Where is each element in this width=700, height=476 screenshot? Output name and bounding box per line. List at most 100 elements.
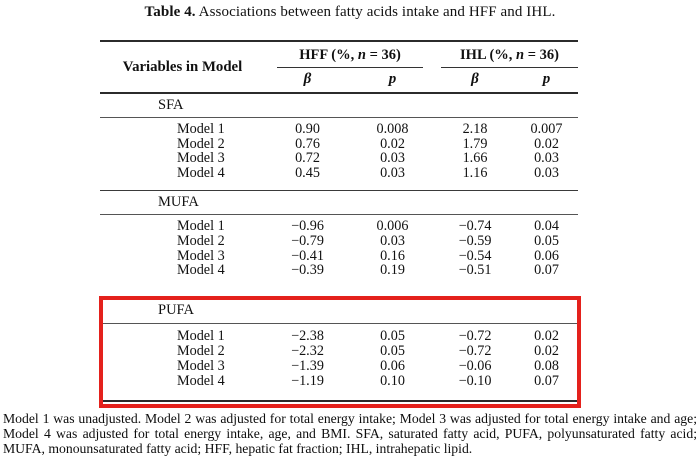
model-label: Model 4 xyxy=(177,164,225,181)
hff-p-value: 0.19 xyxy=(380,262,405,279)
table-body: SFA Model 1 0.90 0.008 2.18 0.007 Model 2 0.76 0… xyxy=(100,94,578,400)
ihl-p-value: 0.03 xyxy=(534,150,559,167)
section-label: SFA xyxy=(158,97,184,113)
table-section-pufa: PUFA Model 1 −2.38 0.05 −0.72 0.02 Model 2 −2.3… xyxy=(100,299,578,401)
ihl-group-suffix: = 36) xyxy=(524,47,559,63)
ihl-p-value: 0.02 xyxy=(534,135,559,152)
table-row: Model 2 0.76 0.02 1.79 0.02 xyxy=(100,135,578,152)
table-row: Model 1 0.90 0.008 2.18 0.007 xyxy=(100,122,578,137)
ihl-p-value: 0.08 xyxy=(534,357,559,374)
ihl-group-n: n xyxy=(516,47,525,63)
model-label: Model 1 xyxy=(177,218,225,235)
ihl-beta-value: −0.06 xyxy=(458,357,492,374)
ihl-beta-value: −0.51 xyxy=(458,262,492,279)
section-label-row: MUFA xyxy=(100,191,578,214)
table-caption: Table 4. Associations between fatty acid… xyxy=(0,4,700,21)
ihl-p-value: 0.03 xyxy=(534,164,559,181)
column-header-hff-beta: β xyxy=(303,71,312,87)
model-label: Model 3 xyxy=(177,247,225,264)
table-row: Model 3 −0.41 0.16 −0.54 0.06 xyxy=(100,247,578,264)
section-rows: Model 1 −2.38 0.05 −0.72 0.02 Model 2 −2.32 0.0… xyxy=(100,324,578,401)
model-label: Model 4 xyxy=(177,372,225,389)
ihl-group-prefix: IHL (%, xyxy=(460,47,517,63)
model-label: Model 3 xyxy=(177,150,225,167)
table-section-mufa: MUFA Model 1 −0.96 0.006 −0.74 0.04 Model 2 −0.… xyxy=(100,191,578,295)
ihl-beta-value: −0.74 xyxy=(458,218,492,235)
section-label-rule xyxy=(100,322,578,324)
ihl-beta-value: −0.59 xyxy=(458,232,492,249)
hff-beta-value: −0.79 xyxy=(291,232,324,249)
ihl-p-value: 0.02 xyxy=(534,328,559,345)
ihl-beta-value: 1.16 xyxy=(462,164,488,181)
ihl-beta-value: −0.10 xyxy=(458,372,492,389)
section-label-row: SFA xyxy=(100,94,578,117)
column-group-ihl: IHL (%, n = 36) xyxy=(441,42,578,68)
hff-group-n: n xyxy=(357,47,366,63)
hff-p-value: 0.10 xyxy=(380,372,405,389)
ihl-p-value: 0.05 xyxy=(534,232,559,249)
section-divider-rule xyxy=(100,190,578,192)
section-label: PUFA xyxy=(158,302,194,319)
hff-beta-value: 0.76 xyxy=(295,135,320,152)
table-row: Model 2 −2.32 0.05 −0.72 0.02 xyxy=(100,344,578,359)
ihl-beta-value: 2.18 xyxy=(462,121,488,137)
table-row: Model 1 −2.38 0.05 −0.72 0.02 xyxy=(100,329,578,344)
section-divider-rule xyxy=(100,295,578,297)
section-label: MUFA xyxy=(158,194,199,211)
hff-beta-value: −0.41 xyxy=(291,247,324,264)
ihl-beta-value: −0.54 xyxy=(458,247,492,264)
table-row: Model 3 −1.39 0.06 −0.06 0.08 xyxy=(100,359,578,374)
hff-beta-value: −2.38 xyxy=(291,328,324,345)
column-header-variables: Variables in Model xyxy=(122,58,243,75)
model-label: Model 3 xyxy=(177,357,225,374)
table-bottom-rule xyxy=(100,400,578,403)
hff-p-value: 0.05 xyxy=(380,343,405,360)
hff-p-value: 0.03 xyxy=(380,232,405,249)
hff-beta-value: 0.72 xyxy=(295,150,320,167)
table-row: Model 1 −0.96 0.006 −0.74 0.04 xyxy=(100,219,578,234)
hff-beta-value: −0.39 xyxy=(291,262,324,279)
hff-group-suffix: = 36) xyxy=(365,47,401,63)
hff-p-value: 0.03 xyxy=(380,150,405,167)
ihl-beta-value: 1.79 xyxy=(462,135,488,152)
table-section-sfa: SFA Model 1 0.90 0.008 2.18 0.007 Model 2 0.76 0… xyxy=(100,94,578,190)
model-label: Model 1 xyxy=(177,328,225,345)
hff-p-value: 0.006 xyxy=(376,218,409,235)
hff-p-value: 0.16 xyxy=(380,247,405,264)
table-row: Model 4 −0.39 0.19 −0.51 0.07 xyxy=(100,263,578,278)
ihl-p-value: 0.007 xyxy=(530,121,563,137)
table-caption-text: Associations between fatty acids intake … xyxy=(195,4,556,20)
ihl-p-value: 0.04 xyxy=(534,218,559,235)
ihl-p-value: 0.02 xyxy=(534,343,559,360)
ihl-beta-value: −0.72 xyxy=(458,343,492,360)
section-label-rule xyxy=(100,117,578,118)
column-group-hff: HFF (%, n = 36) xyxy=(277,42,423,68)
hff-p-value: 0.05 xyxy=(380,328,405,345)
table-row: Model 2 −0.79 0.03 −0.59 0.05 xyxy=(100,234,578,249)
section-label-rule xyxy=(100,214,578,216)
hff-p-value: 0.03 xyxy=(380,164,405,181)
model-label: Model 2 xyxy=(177,232,225,249)
table-header: Variables in Model HFF (%, n = 36) IHL (… xyxy=(100,42,578,92)
hff-beta-value: 0.90 xyxy=(295,121,320,137)
hff-beta-value: −0.96 xyxy=(291,218,324,235)
hff-beta-value: −1.39 xyxy=(291,357,324,374)
ihl-beta-value: −0.72 xyxy=(458,328,492,345)
hff-p-value: 0.008 xyxy=(376,121,409,137)
table-row: Model 3 0.72 0.03 1.66 0.03 xyxy=(100,151,578,166)
model-label: Model 1 xyxy=(177,121,225,137)
table-row: Model 4 0.45 0.03 1.16 0.03 xyxy=(100,166,578,181)
column-header-ihl-beta: β xyxy=(471,71,479,87)
ihl-p-value: 0.06 xyxy=(534,247,559,264)
hff-p-value: 0.02 xyxy=(380,135,405,152)
hff-group-prefix: HFF (%, xyxy=(299,47,358,63)
ihl-p-value: 0.07 xyxy=(534,262,559,279)
section-rows: Model 1 0.90 0.008 2.18 0.007 Model 2 0.76 0.02… xyxy=(100,118,578,190)
ihl-beta-value: 1.66 xyxy=(462,150,488,167)
table-header-rule xyxy=(100,92,578,94)
hff-beta-value: −1.19 xyxy=(291,372,324,389)
column-header-hff-p: p xyxy=(388,71,397,87)
ihl-p-value: 0.07 xyxy=(534,372,559,389)
hff-beta-value: 0.45 xyxy=(295,164,320,181)
table-row: Model 4 −1.19 0.10 −0.10 0.07 xyxy=(100,372,578,389)
